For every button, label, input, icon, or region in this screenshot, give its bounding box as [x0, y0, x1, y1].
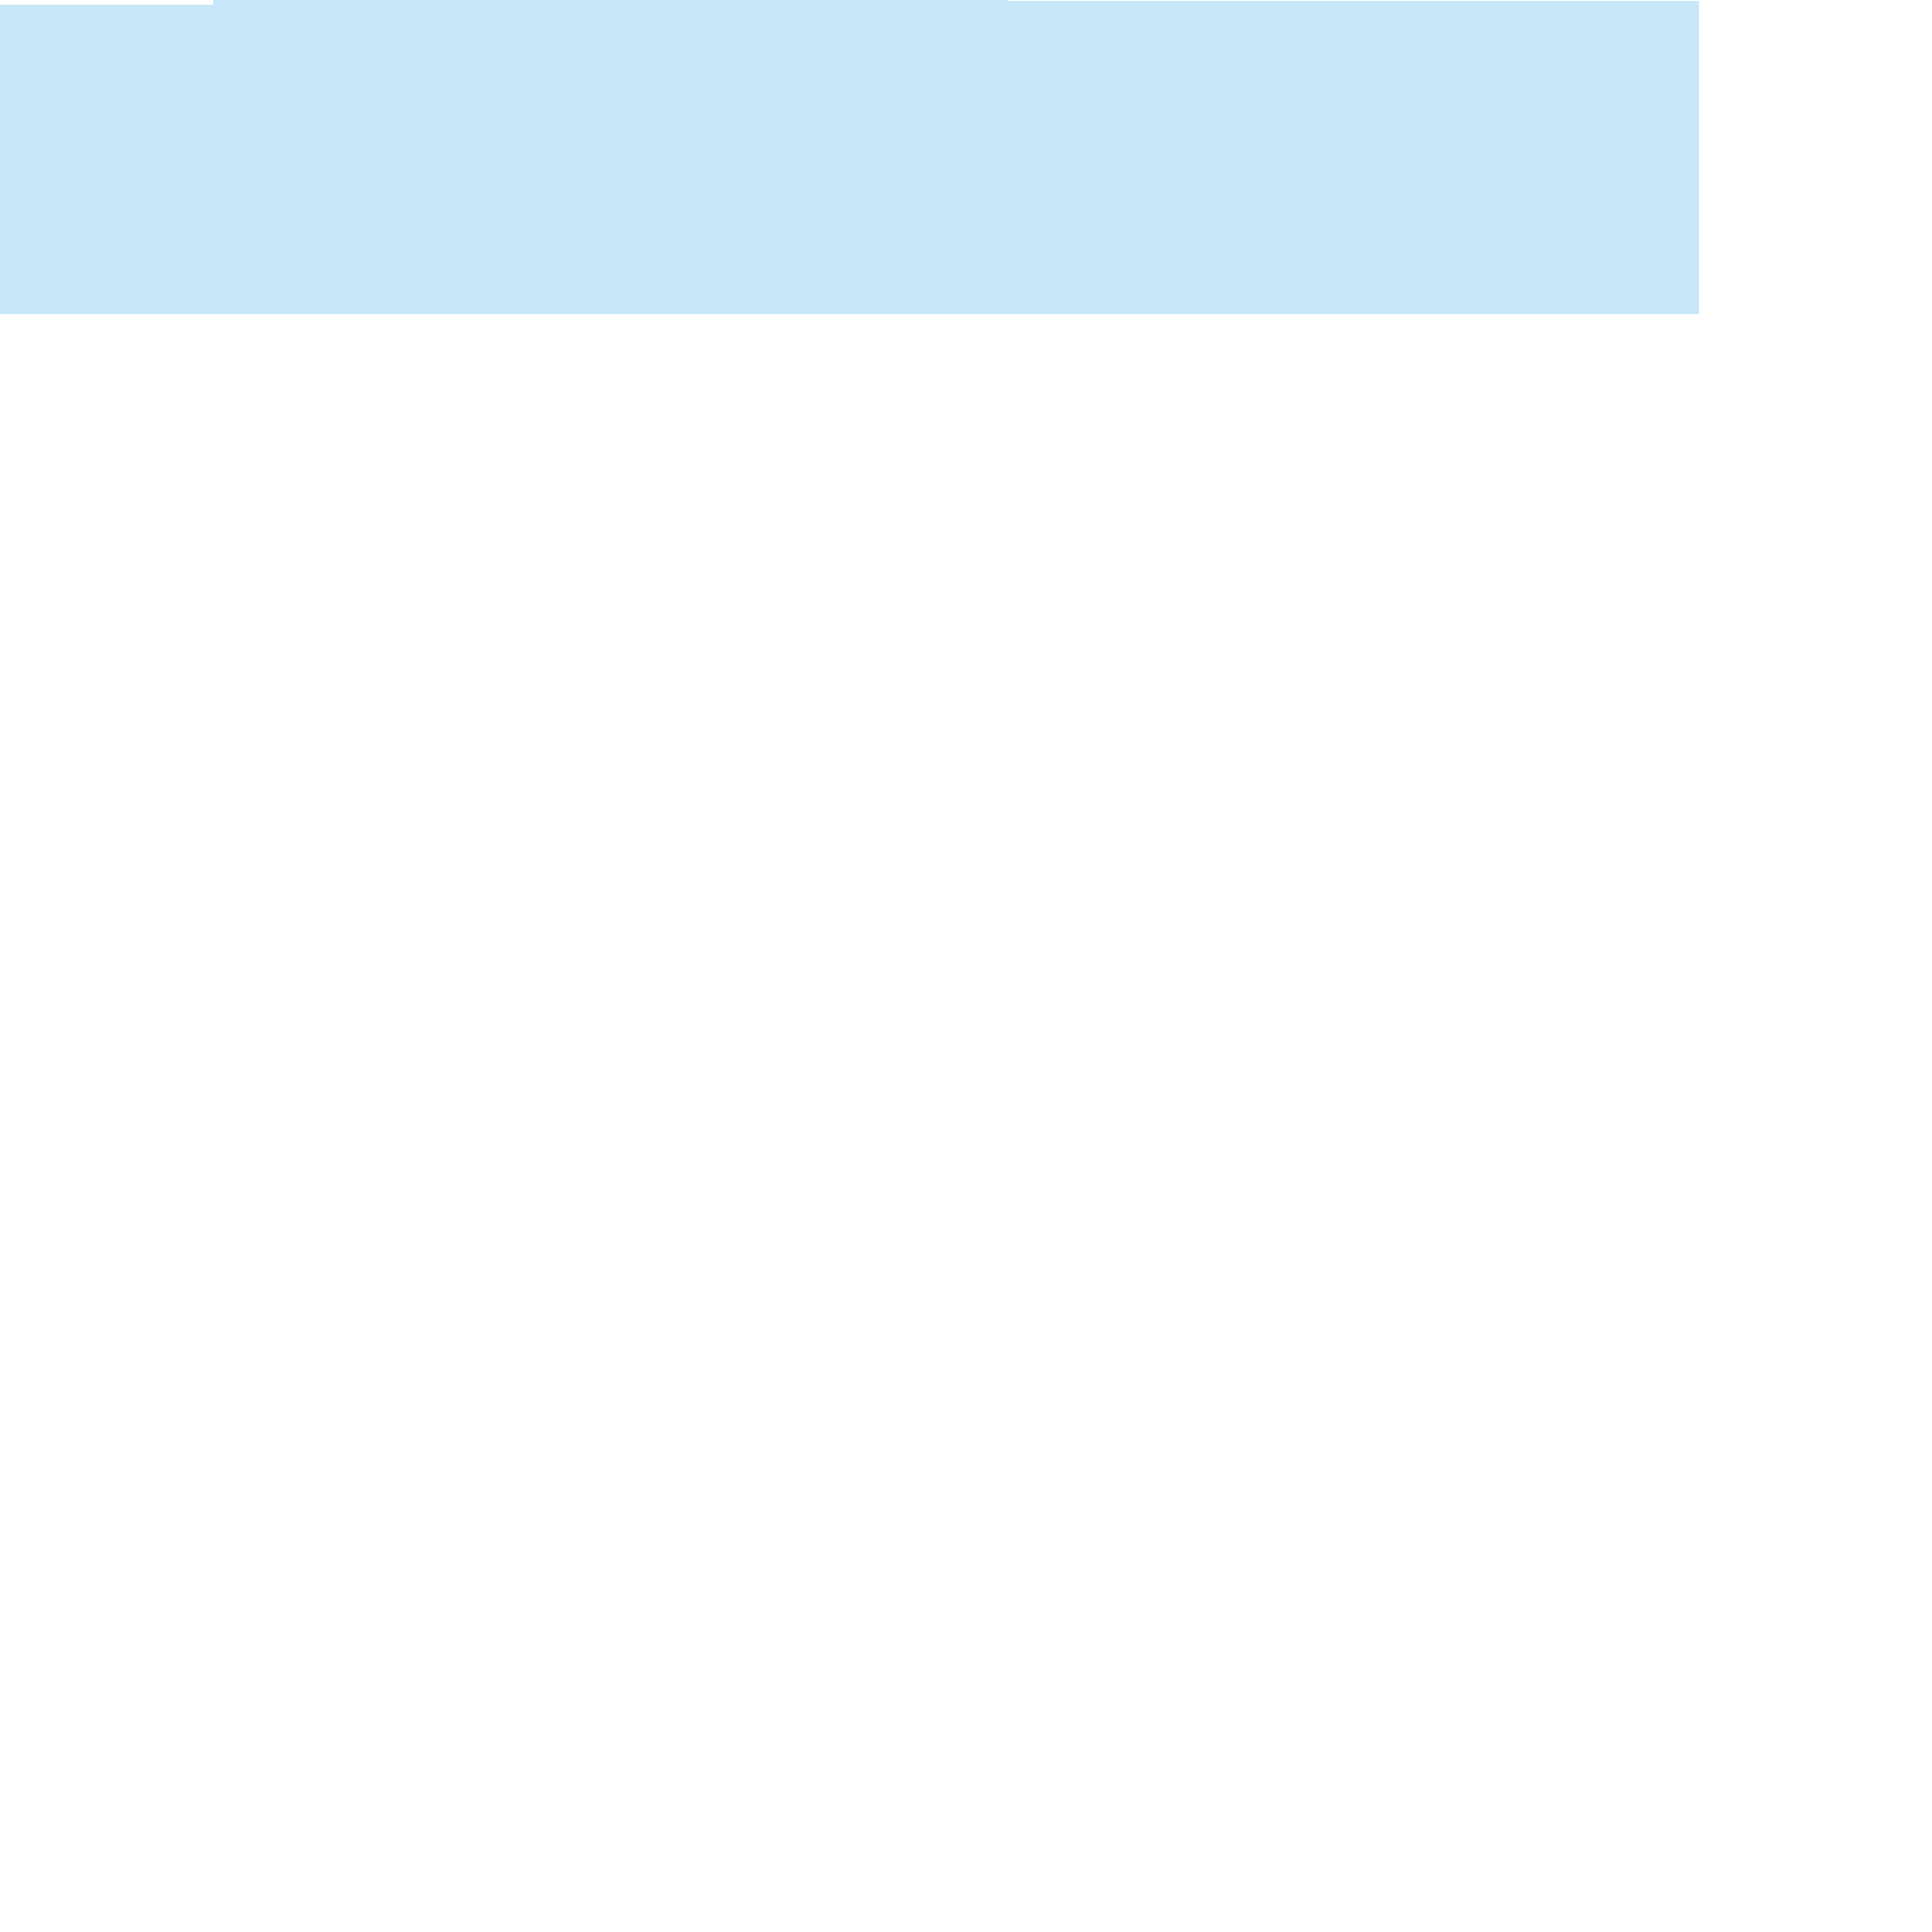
- blank-page-area[interactable]: [0, 314, 1932, 1932]
- selection-highlight-left: [0, 5, 213, 314]
- selection-highlight-right: [1008, 1, 1699, 314]
- selection-highlight-middle: [213, 0, 1008, 314]
